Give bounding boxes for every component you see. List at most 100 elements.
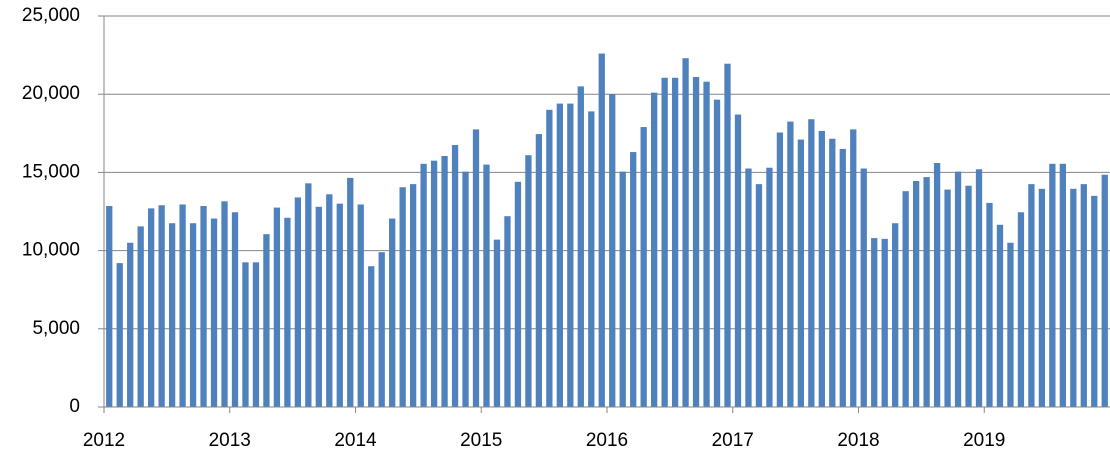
bar — [892, 223, 899, 407]
bar — [137, 226, 144, 407]
bar — [263, 234, 270, 407]
bar — [546, 109, 553, 407]
bar — [420, 163, 427, 407]
bar — [168, 223, 176, 407]
bar — [399, 187, 406, 407]
bar — [242, 262, 249, 407]
bar — [1080, 184, 1087, 407]
bar — [127, 242, 134, 407]
x-tick-label: 2016 — [586, 430, 628, 451]
bar — [651, 92, 658, 408]
bar — [766, 167, 773, 407]
bar — [839, 148, 846, 407]
bar — [368, 266, 375, 407]
bar — [829, 138, 836, 408]
bar — [535, 134, 543, 407]
bar — [619, 171, 626, 407]
bar — [315, 206, 322, 407]
bar — [1070, 188, 1077, 407]
bar — [430, 160, 438, 407]
bar — [200, 206, 207, 407]
bar — [284, 217, 291, 407]
bar — [1007, 242, 1014, 407]
bar — [808, 119, 815, 407]
y-tick-label: 0 — [69, 396, 80, 417]
bar — [630, 152, 637, 407]
bar — [640, 127, 647, 407]
bar — [326, 194, 333, 407]
x-tick-label: 2018 — [837, 430, 879, 451]
bar — [588, 111, 595, 408]
x-tick-label: 2014 — [334, 430, 377, 451]
bar — [221, 201, 228, 407]
bar — [1038, 188, 1046, 407]
bar — [860, 168, 867, 407]
bar — [567, 103, 574, 408]
y-tick-label: 5,000 — [32, 318, 80, 339]
bar — [692, 76, 700, 407]
y-tick-label: 15,000 — [22, 161, 80, 182]
bar — [483, 164, 490, 407]
bar — [441, 155, 448, 407]
bar — [986, 202, 993, 407]
bar — [1091, 195, 1098, 407]
y-tick-label: 25,000 — [22, 5, 80, 26]
bar — [734, 114, 742, 408]
bar — [787, 121, 794, 407]
bar — [1101, 174, 1108, 407]
bar — [745, 168, 752, 407]
bar — [1059, 163, 1066, 407]
bar — [975, 169, 983, 407]
bar — [305, 183, 312, 407]
bar — [902, 191, 909, 407]
bar — [954, 171, 962, 407]
bar — [724, 63, 731, 408]
bar — [294, 197, 302, 407]
bar — [609, 94, 616, 407]
bar — [577, 86, 584, 407]
x-tick-label: 2013 — [209, 430, 251, 451]
x-tick-label: 2017 — [712, 430, 754, 451]
bar — [1017, 212, 1025, 407]
bar — [755, 184, 763, 407]
bar — [996, 224, 1004, 407]
bar — [881, 238, 888, 407]
bar — [378, 252, 385, 407]
bar — [409, 184, 417, 407]
bar — [525, 155, 532, 407]
bar — [871, 238, 878, 407]
bar — [451, 145, 459, 407]
y-tick-label: 10,000 — [22, 240, 80, 261]
bar — [504, 216, 511, 407]
bar — [158, 205, 165, 407]
bar — [923, 177, 930, 407]
x-tick-label: 2012 — [83, 430, 125, 451]
bar — [682, 58, 689, 408]
bar — [106, 206, 113, 407]
bar — [933, 163, 941, 407]
bar — [231, 212, 239, 407]
bar — [1028, 184, 1035, 407]
bar — [336, 203, 343, 407]
bar — [556, 103, 563, 408]
bar — [912, 181, 920, 407]
bar — [389, 218, 396, 407]
bar — [493, 239, 501, 407]
bar — [514, 181, 522, 407]
bar — [1049, 163, 1056, 407]
bar — [210, 218, 218, 407]
bar — [252, 262, 260, 407]
bar — [148, 208, 155, 407]
bar — [357, 204, 364, 407]
bar — [116, 263, 123, 407]
bar — [965, 185, 972, 407]
bar — [598, 53, 605, 407]
bar — [703, 81, 710, 408]
bar — [797, 139, 805, 407]
bar — [273, 207, 281, 407]
bar — [713, 99, 721, 407]
bar — [347, 177, 354, 407]
bar — [671, 77, 679, 407]
bar — [776, 132, 784, 407]
